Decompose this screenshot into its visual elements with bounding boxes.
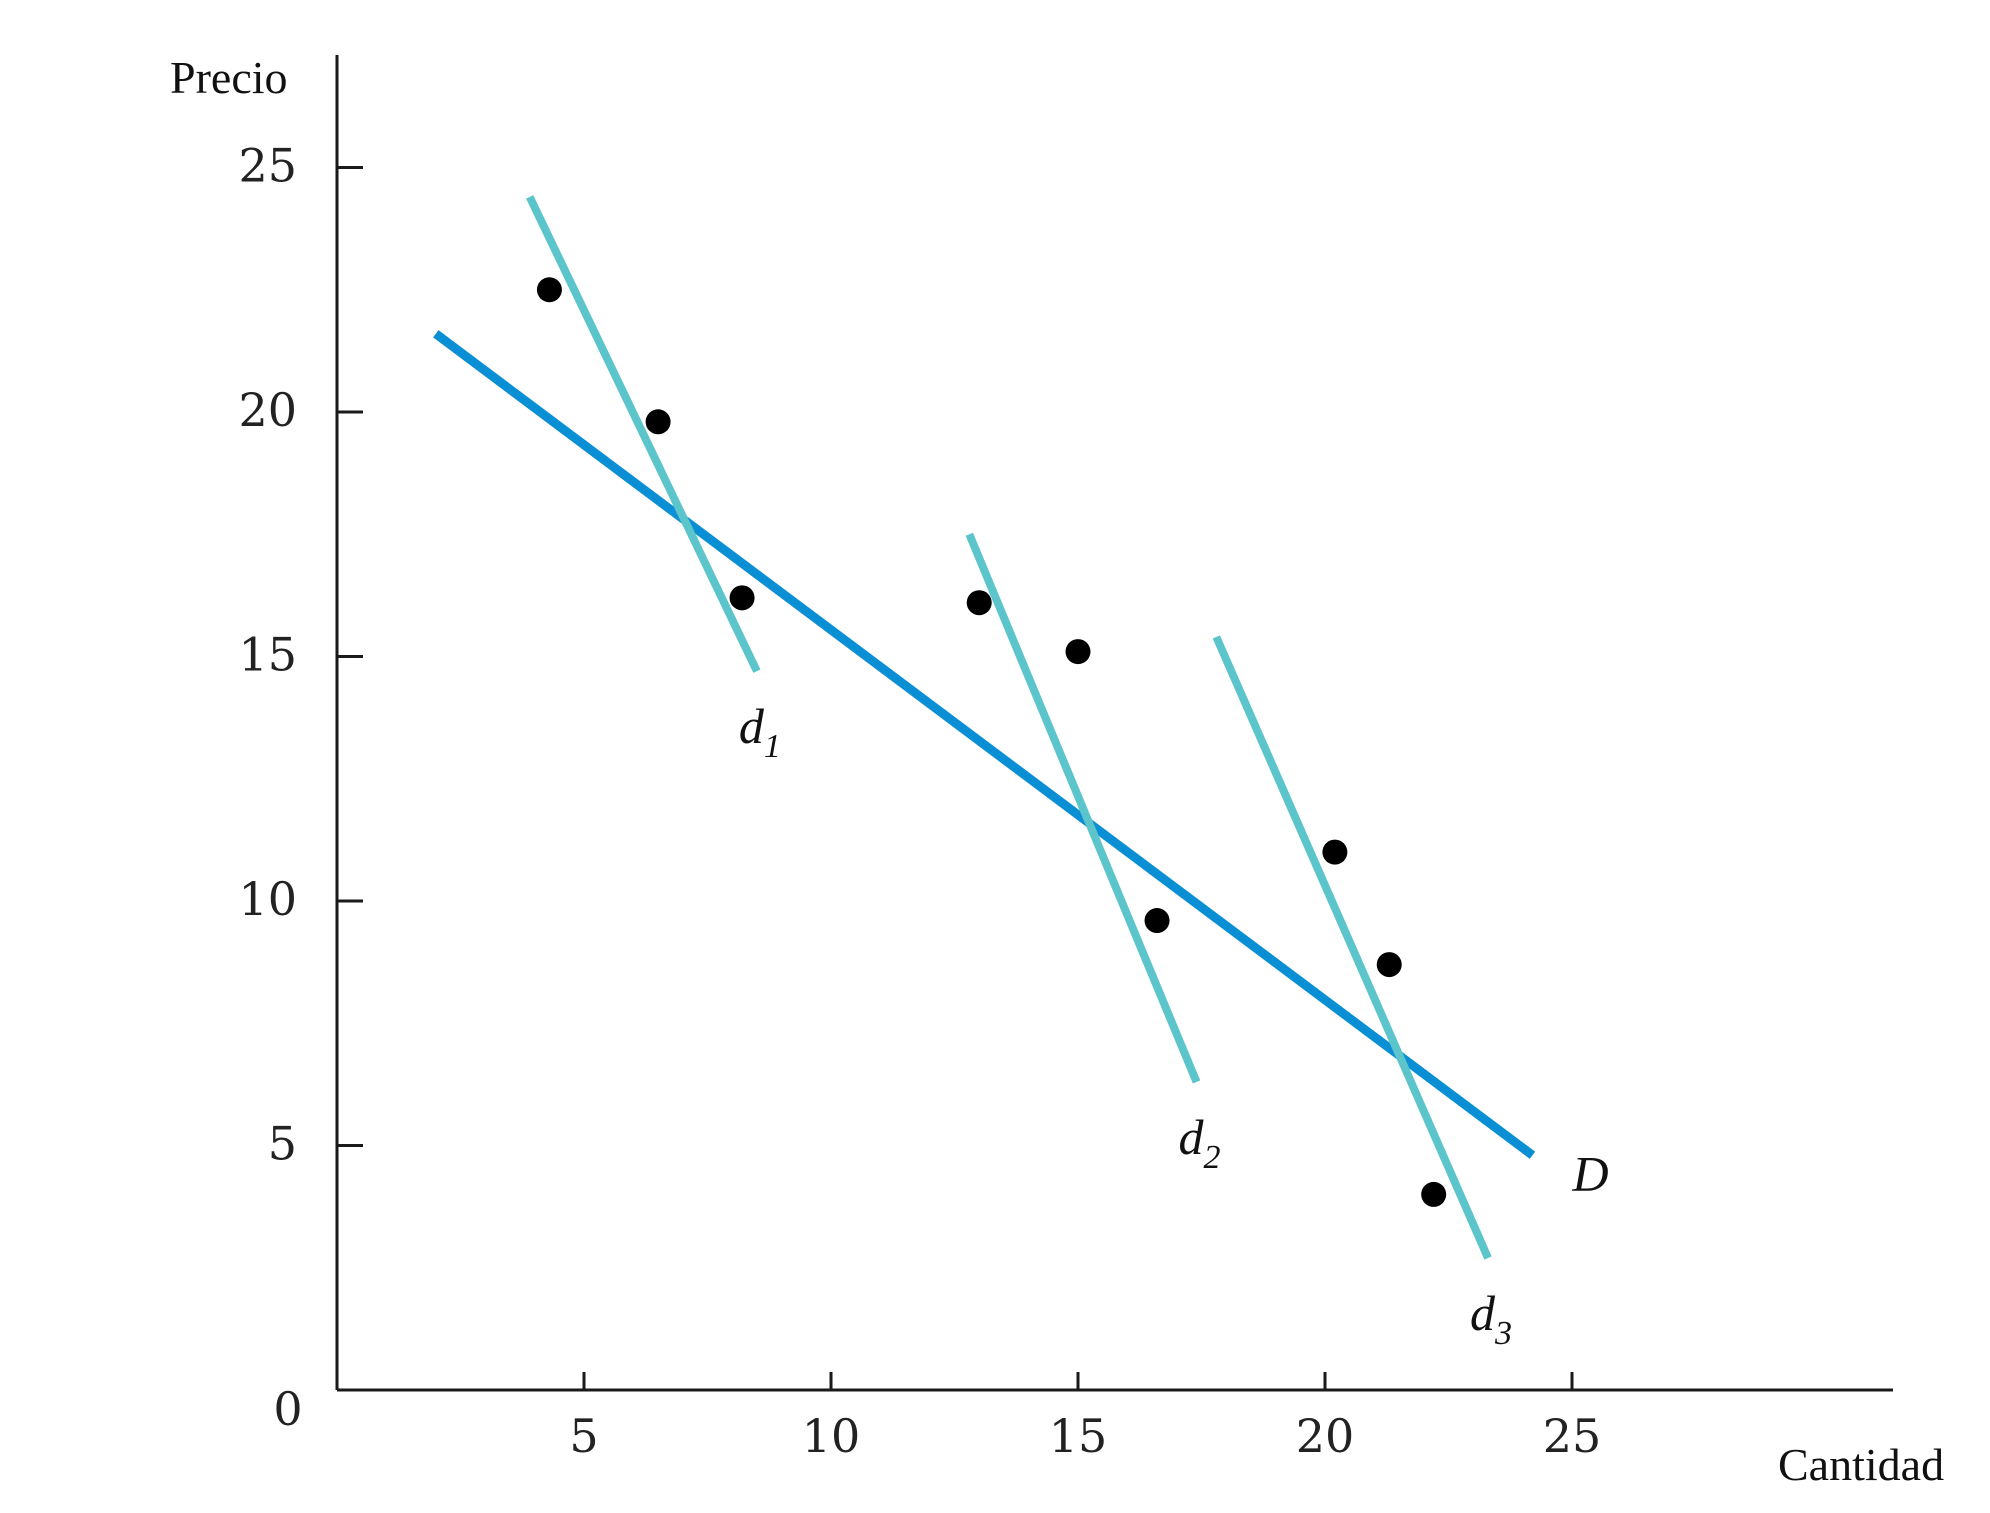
data-point <box>536 277 562 303</box>
y-tick-label: 10 <box>238 872 297 926</box>
demand-line-d3 <box>1212 635 1492 1260</box>
x-tick-label: 25 <box>1543 1409 1602 1463</box>
x-tick-label: 15 <box>1049 1409 1108 1463</box>
origin-label: 0 <box>273 1382 302 1436</box>
y-tick-label: 15 <box>238 628 297 682</box>
y-axis-title: Precio <box>170 52 288 103</box>
x-tick-label: 20 <box>1296 1409 1355 1463</box>
data-point <box>729 585 755 611</box>
demand-line-d2 <box>965 532 1201 1084</box>
y-tick-label: 25 <box>238 139 297 193</box>
line-label-d3: d3 <box>1470 1285 1512 1352</box>
data-point <box>1421 1181 1447 1207</box>
line-label-subscript: 1 <box>764 728 781 765</box>
data-point <box>645 409 671 435</box>
demand-line-d1 <box>526 195 761 673</box>
axes <box>335 55 1893 1392</box>
y-tick-label: 20 <box>238 383 297 437</box>
demand-line-D <box>433 330 1536 1159</box>
data-point <box>966 590 992 616</box>
line-label-subscript: 2 <box>1204 1139 1221 1176</box>
line-label-d1: d1 <box>739 698 781 765</box>
data-point <box>1376 952 1402 978</box>
labels: Precio Cantidad 0 Dd1 d2 d3 <box>170 52 1944 1490</box>
line-label-subscript: 3 <box>1494 1315 1512 1352</box>
y-tick-label: 5 <box>268 1117 297 1171</box>
line-label-d2: d2 <box>1179 1109 1221 1176</box>
data-point <box>1144 908 1170 934</box>
x-tick-label: 10 <box>802 1409 861 1463</box>
data-point <box>1322 839 1348 865</box>
line-label-D: D <box>1571 1145 1608 1201</box>
x-tick-label: 5 <box>569 1409 598 1463</box>
data-point <box>1065 639 1091 665</box>
x-axis-title: Cantidad <box>1778 1439 1944 1490</box>
demand-lines <box>433 195 1536 1260</box>
data-points <box>536 277 1447 1207</box>
